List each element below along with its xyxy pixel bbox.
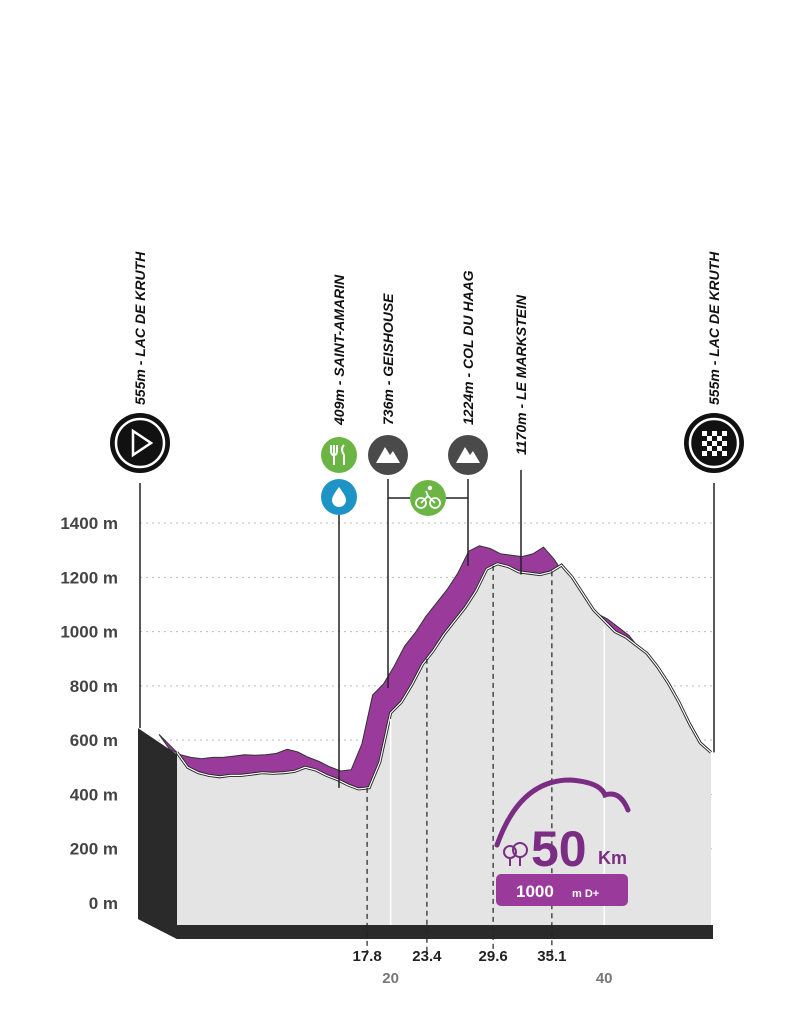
elevation-gain-unit: m D+ [572,888,599,900]
check-square [722,431,727,436]
check-square [717,446,722,451]
y-tick-label: 1200 m [60,568,118,587]
start-play-icon-bg [110,413,170,473]
check-square [707,446,712,451]
base-floor [177,925,713,939]
mountain-shape [456,447,480,463]
check-square [712,431,717,436]
check-square [707,436,712,441]
start-ring [114,417,166,469]
elevation-gain-value: 1000 [516,882,554,901]
y-tick-label: 800 m [70,677,118,696]
chart-base [138,728,713,939]
start-play-icon [110,413,170,473]
y-tick-label: 200 m [70,840,118,859]
bicycle-icon-bg [410,480,446,516]
distance-value: 50 [531,821,587,877]
waypoints: 555m - LAC DE KRUTH 409m - SAINT-AMARIN 73… [110,251,744,788]
check-square [702,431,707,436]
waypoint-label: 555m - LAC DE KRUTH [706,251,722,405]
bicycle-icon [410,480,446,516]
check-square [702,451,707,456]
x-tick-label: 40 [596,970,613,987]
profile-line [176,563,712,790]
check-square [712,451,717,456]
mountain-shape [376,447,400,463]
badge-arc [494,777,631,848]
check-square [717,436,722,441]
check-square [722,441,727,446]
km-marker-label: 29.6 [479,948,508,965]
check-square [722,451,727,456]
route-badge: 50 Km 1000 m D+ [494,777,631,906]
y-tick-label: 400 m [70,785,118,804]
waypoint-label: 1170m - LE MARKSTEIN [513,294,529,455]
profile-areas [158,545,712,925]
waypoint-label: 1224m - COL DU HAAG [460,270,476,425]
check-square [712,441,717,446]
trees-icon [503,842,528,866]
food-icon [321,437,357,473]
waypoint-label: 409m - SAINT-AMARIN [331,274,347,426]
km-marker-label: 35.1 [537,948,566,965]
food-icon-bg [321,437,357,473]
bike-frame [420,490,436,504]
finish-ring [688,417,740,469]
drop-shape [332,487,346,507]
y-tick-label: 1000 m [60,623,118,642]
y-tick-label: 600 m [70,731,118,750]
terrain-area [177,563,711,925]
mountain-icon [448,435,488,475]
fork-knife [330,444,345,465]
water-drop-icon [321,479,357,515]
y-tick-label: 1400 m [60,514,118,533]
waypoint-label: 555m - LAC DE KRUTH [132,251,148,405]
y-axis-labels: 0 m 200 m 400 m 600 m 800 m 1000 m 1200 m 1400 … [60,514,118,913]
play-triangle [131,428,154,458]
km-marker-label: 23.4 [412,948,442,965]
y-tick-label: 0 m [89,894,118,913]
elevation-gain-box [496,874,628,906]
bike-wheel [429,497,441,509]
start-wall [138,728,177,939]
check-square [702,441,707,446]
km-marker-label: 17.8 [353,948,382,965]
finish-checkered-icon [684,413,744,473]
bike-rider-head [427,485,433,491]
x-axis-labels: 17.8 23.4 29.6 35.1 20 40 [353,948,613,987]
mountain-icon [368,435,408,475]
distance-unit: Km [598,848,627,868]
bike-wheel [415,497,427,509]
x-tick-label: 20 [382,970,399,987]
waypoint-label: 736m - GEISHOUSE [380,293,396,425]
